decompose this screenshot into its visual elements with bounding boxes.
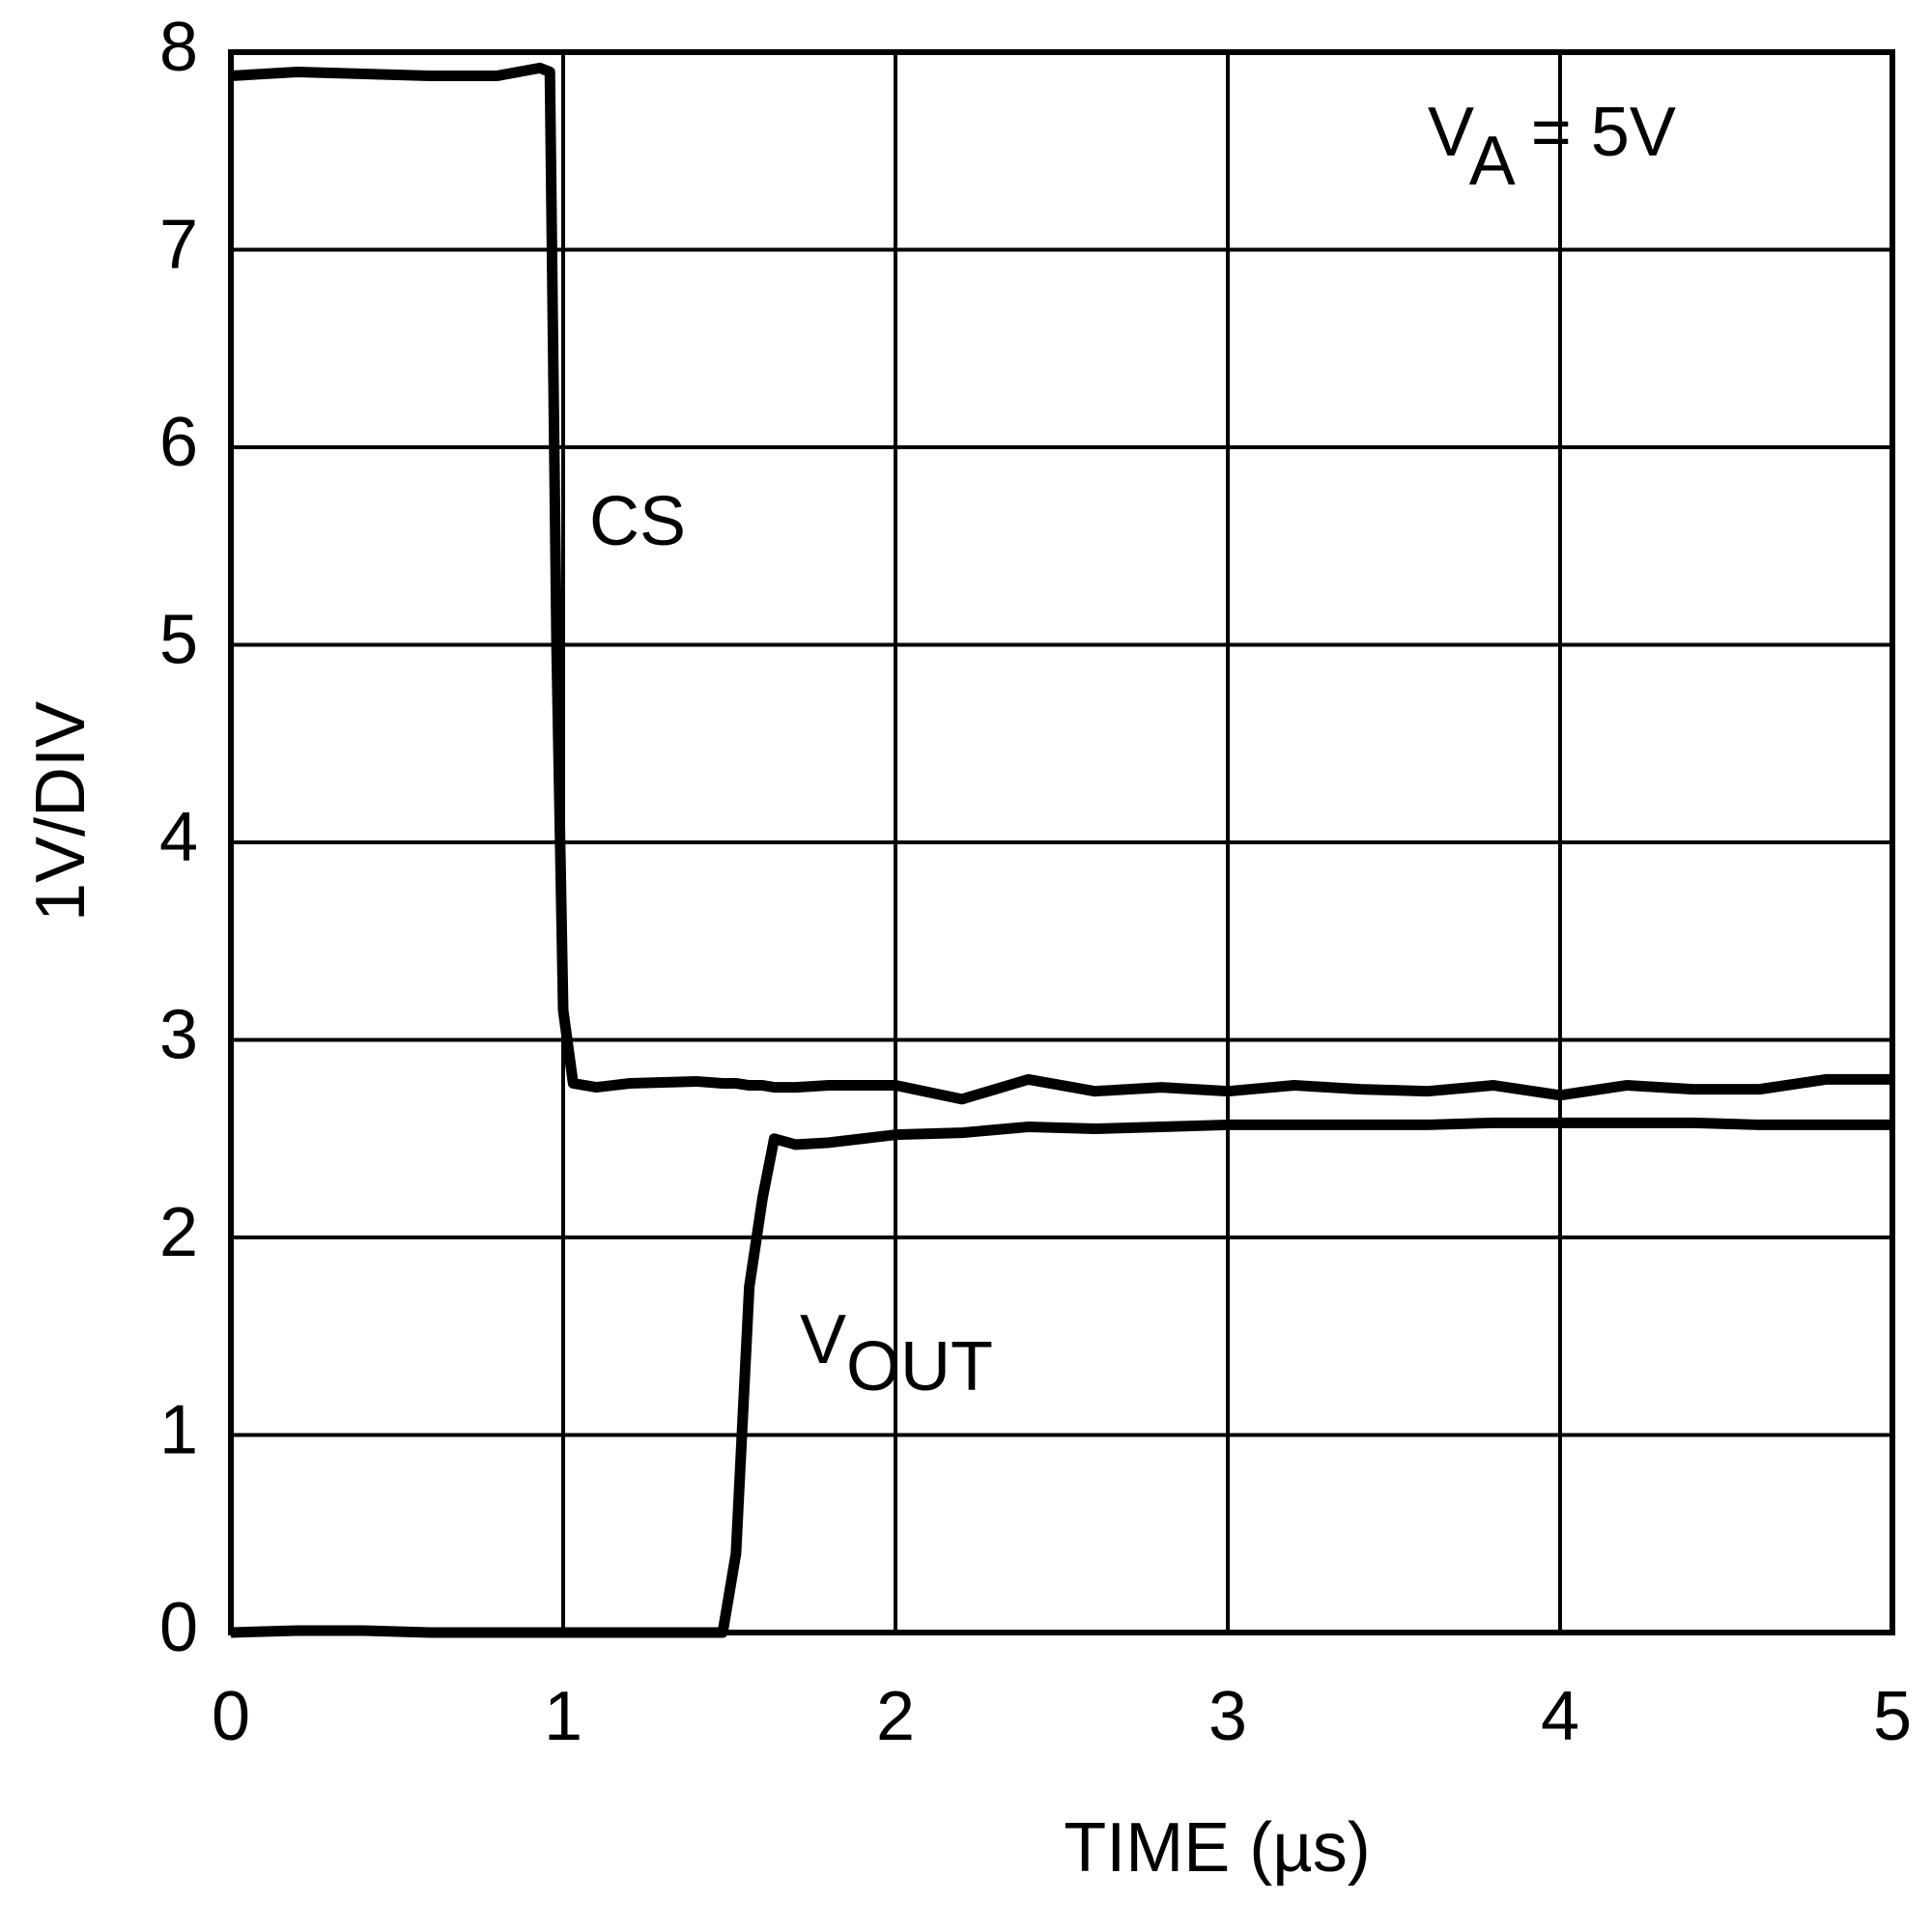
plot-frame bbox=[228, 49, 1895, 1635]
x-tick-label: 3 bbox=[1208, 1678, 1247, 1755]
annotation-rest: = 5V bbox=[1512, 94, 1676, 171]
y-tick-label: 8 bbox=[159, 9, 198, 86]
x-axis-label: TIME (µs) bbox=[1064, 1809, 1370, 1887]
y-tick-label: 4 bbox=[159, 799, 198, 876]
x-tick-label: 0 bbox=[212, 1678, 250, 1755]
series-label: CS bbox=[589, 483, 686, 560]
annotation: VA = 5V bbox=[1428, 94, 1676, 200]
y-tick-label: 6 bbox=[159, 404, 198, 481]
series-label-sub: OUT bbox=[846, 1328, 993, 1406]
series-label-main: CS bbox=[589, 483, 686, 560]
series-label-main: V bbox=[800, 1301, 846, 1378]
y-tick-label: 3 bbox=[159, 997, 198, 1074]
y-tick-label: 5 bbox=[159, 602, 198, 679]
y-tick-label: 7 bbox=[159, 207, 198, 284]
x-tick-label: 4 bbox=[1541, 1678, 1579, 1755]
x-tick-label: 1 bbox=[544, 1678, 582, 1755]
x-tick-label: 5 bbox=[1873, 1678, 1912, 1755]
y-tick-label: 2 bbox=[159, 1194, 198, 1271]
y-tick-label: 0 bbox=[159, 1589, 198, 1666]
series-line bbox=[230, 62, 1892, 1105]
y-axis-label: 1V/DIV bbox=[22, 701, 99, 922]
annotation-sub: A bbox=[1469, 123, 1516, 200]
annotation-main: V bbox=[1428, 94, 1474, 171]
x-tick-label: 2 bbox=[876, 1678, 915, 1755]
y-tick-label: 1 bbox=[159, 1392, 198, 1469]
series-label: VOUT bbox=[800, 1301, 993, 1406]
series-line bbox=[230, 1117, 1892, 1638]
